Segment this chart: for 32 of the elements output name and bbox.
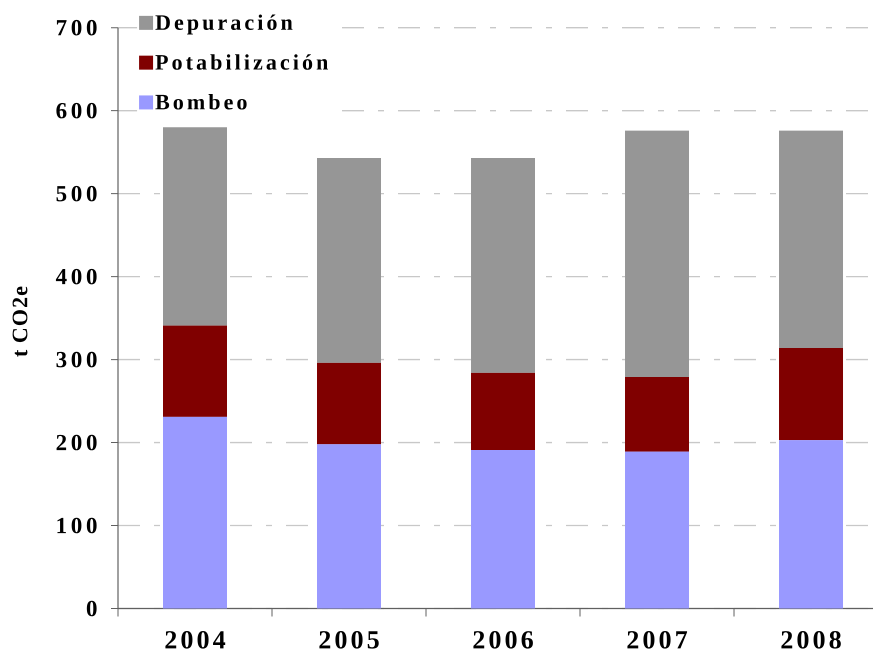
bar	[163, 326, 227, 417]
y-tick-label: 300	[56, 352, 97, 368]
bar	[317, 158, 382, 363]
bar	[471, 372, 536, 450]
bar	[317, 362, 382, 444]
y-axis-title: t CO2e	[12, 286, 28, 357]
y-tick-label: 500	[56, 186, 97, 202]
bar	[163, 416, 227, 608]
bar	[625, 130, 690, 378]
bar	[317, 444, 382, 608]
legend-label: Bombeo	[155, 94, 247, 110]
x-tick-label: 2007	[627, 631, 688, 649]
x-tick-label: 2008	[781, 631, 841, 649]
bar	[779, 440, 844, 608]
y-tick-label: 400	[56, 268, 97, 284]
y-tick-label: 700	[56, 20, 97, 36]
x-tick-label: 2005	[319, 631, 379, 649]
bar	[471, 450, 536, 608]
bar	[163, 127, 227, 326]
x-tick-label: 2004	[165, 631, 226, 649]
x-tick-label: 2006	[473, 631, 533, 649]
y-tick-label: 0	[86, 600, 97, 616]
bar	[625, 452, 690, 608]
bar	[471, 158, 536, 373]
y-tick-label: 100	[57, 518, 97, 534]
y-tick-label: 600	[56, 102, 97, 118]
y-tick-label: 200	[56, 434, 97, 450]
legend-label: Potabilización	[155, 54, 328, 70]
bar	[779, 348, 844, 440]
bar	[625, 377, 690, 452]
bar	[779, 130, 844, 348]
legend-label: Depuración	[155, 14, 292, 34]
